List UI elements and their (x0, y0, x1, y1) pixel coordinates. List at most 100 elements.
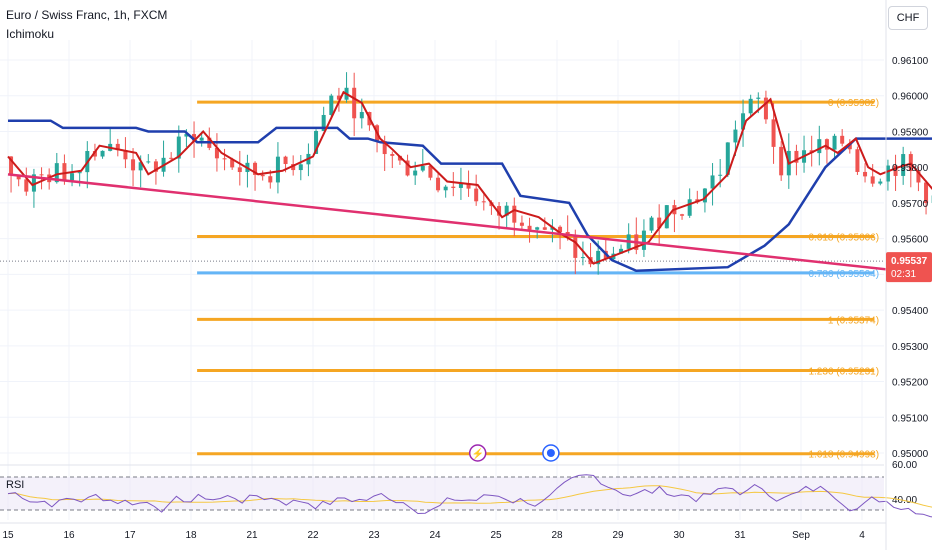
fib-level-label: 1 (0.95374) (828, 315, 879, 326)
candle-body (886, 166, 890, 182)
time-tick-label: 29 (612, 530, 624, 541)
candle-body (329, 96, 333, 115)
price-tick-label: 0.95400 (892, 306, 929, 317)
candle-body (711, 175, 715, 188)
price-tick-label: 0.95700 (892, 199, 929, 210)
current-price-value: 0.95537 (891, 256, 928, 267)
time-tick-label: 23 (368, 530, 380, 541)
candle-body (528, 226, 532, 230)
candle-body (840, 136, 844, 144)
candle-body (24, 179, 28, 191)
candle-body (680, 214, 684, 216)
candle-body (276, 157, 280, 183)
candle-body (200, 138, 204, 141)
rsi-label: RSI (6, 479, 24, 491)
price-tick-label: 0.95300 (892, 342, 929, 353)
fib-level-label: 0.786 (0.95504) (808, 269, 879, 280)
candle-body (261, 175, 265, 176)
candle-body (299, 164, 303, 170)
time-tick-label: 31 (734, 530, 746, 541)
time-tick-label: 24 (429, 530, 441, 541)
fib-level-label: 0 (0.95982) (828, 98, 879, 109)
time-tick-label: 4 (859, 530, 865, 541)
candle-body (284, 157, 288, 164)
candle-body (146, 161, 150, 162)
candle-body (543, 227, 547, 230)
fib-level-label: 1.618 (0.94998) (808, 450, 879, 461)
candle-body (718, 175, 722, 176)
time-tick-label: 18 (185, 530, 197, 541)
time-tick-label: 15 (2, 530, 14, 541)
candle-body (451, 187, 455, 188)
candle-body (817, 139, 821, 153)
candle-body (520, 223, 524, 226)
candle-body (878, 181, 882, 183)
ichimoku-base-line (8, 121, 932, 318)
countdown-timer: 02:31 (891, 269, 916, 280)
indicator-title[interactable]: Ichimoku (6, 27, 54, 41)
time-tick-label: 21 (246, 530, 258, 541)
candle-body (855, 149, 859, 172)
candle-body (131, 159, 135, 170)
price-tick-label: 0.96000 (892, 92, 929, 103)
candle-body (62, 163, 66, 180)
price-tick-label: 0.95200 (892, 378, 929, 389)
candle-body (482, 201, 486, 202)
candle-body (390, 154, 394, 156)
candle-body (413, 171, 417, 176)
price-tick-label: 0.95600 (892, 235, 929, 246)
time-tick-label: 22 (307, 530, 319, 541)
time-tick-label: 16 (63, 530, 75, 541)
fib-level-label: 1.236 (0.95231) (808, 366, 879, 377)
candle-body (749, 99, 753, 113)
time-tick-label: Sep (792, 530, 810, 541)
candle-body (512, 206, 516, 223)
candle-body (573, 237, 577, 258)
candle-body (474, 189, 478, 202)
candle-body (833, 136, 837, 150)
candle-body (863, 172, 867, 176)
candle-body (642, 231, 646, 250)
candle-body (40, 174, 44, 175)
time-tick-label: 25 (490, 530, 502, 541)
candle-body (772, 119, 776, 147)
time-tick-label: 28 (551, 530, 563, 541)
candle-body (223, 158, 227, 159)
candle-body (650, 218, 654, 231)
price-tick-label: 0.95000 (892, 449, 929, 460)
candle-body (238, 167, 242, 172)
candle-body (688, 199, 692, 215)
time-tick-label: 17 (124, 530, 136, 541)
candle-body (535, 227, 539, 229)
candle-body (459, 184, 463, 188)
price-tick-label: 0.96100 (892, 56, 929, 67)
candle-body (733, 130, 737, 143)
candle-body (756, 98, 760, 99)
event-lightning-glyph: ⚡ (471, 447, 483, 460)
time-tick-label: 30 (673, 530, 685, 541)
candle-body (268, 176, 272, 182)
rsi-tick-label: 60.00 (892, 460, 917, 471)
price-tick-label: 0.95900 (892, 127, 929, 138)
candle-body (779, 147, 783, 175)
price-tick-label: 0.95100 (892, 413, 929, 424)
currency-button[interactable]: CHF (888, 6, 928, 30)
candle-body (101, 151, 105, 157)
candle-body (352, 88, 356, 119)
candle-body (871, 176, 875, 183)
candle-body (70, 173, 74, 180)
candle-body (444, 187, 448, 191)
candle-body (169, 158, 173, 159)
candle-body (78, 172, 82, 173)
candle-body (360, 112, 364, 118)
candle-body (581, 257, 585, 258)
fib-level-label: 0.618 (0.95606) (808, 232, 879, 243)
symbol-title: Euro / Swiss Franc, 1h, FXCM (6, 8, 167, 22)
price-tick-label: 0.95800 (892, 163, 929, 174)
event-earnings-dot (547, 449, 555, 457)
candle-body (436, 178, 440, 191)
ichimoku-conversion-line (8, 92, 932, 324)
candle-body (421, 166, 425, 171)
